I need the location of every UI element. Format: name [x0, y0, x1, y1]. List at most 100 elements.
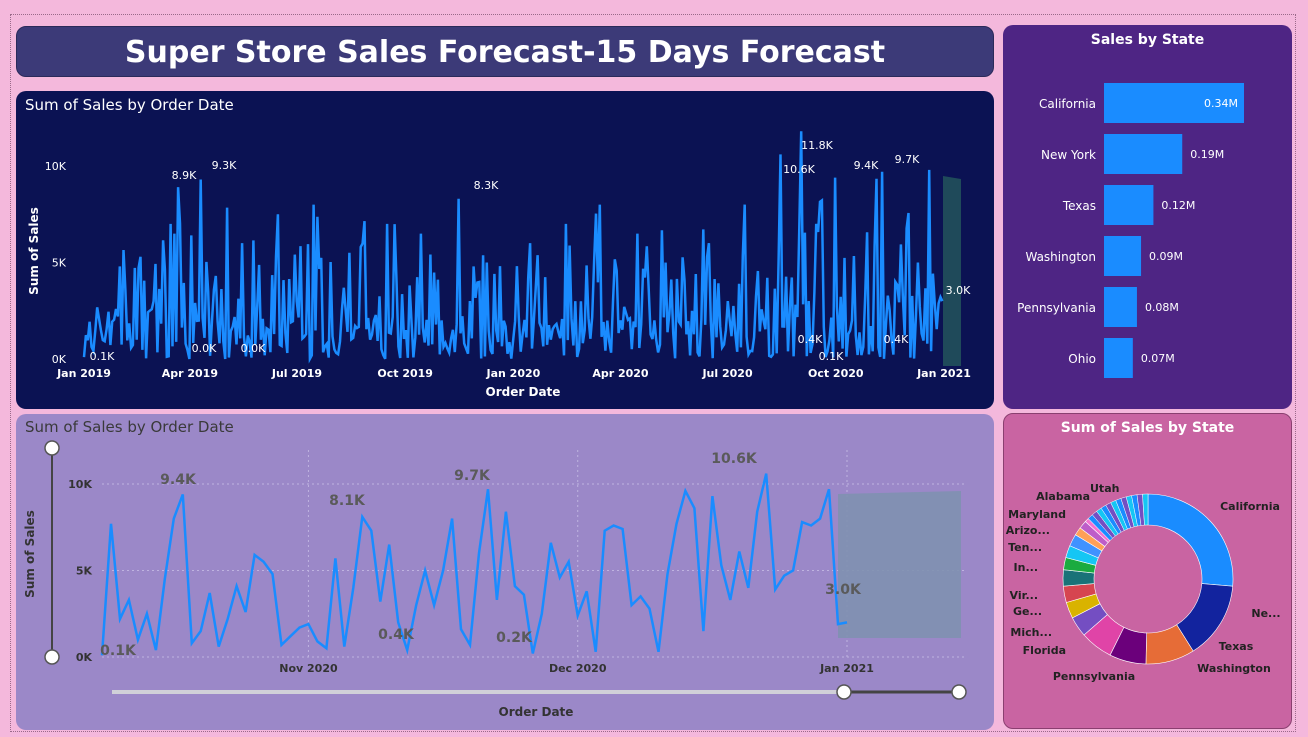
- title-panel: Super Store Sales Forecast-15 Days Forec…: [16, 26, 994, 77]
- bottom-data-label: 0.2K: [496, 630, 533, 646]
- state-bar[interactable]: [1104, 287, 1137, 327]
- top-x-tick: Apr 2020: [592, 367, 649, 380]
- top-chart-svg[interactable]: Sum of Sales Order Date 10K 5K 0K Jan 2019…: [16, 91, 994, 409]
- top-data-label: 3.0K: [946, 284, 971, 297]
- bottom-forecast-band: [838, 491, 961, 638]
- bottom-data-label: 3.0K: [825, 582, 862, 598]
- bottom-data-label: 10.6K: [711, 451, 758, 467]
- donut-label: Vir...: [1010, 589, 1038, 602]
- state-bar-svg[interactable]: California 0.34M New York 0.19M Texas 0.12M Wa…: [1003, 25, 1292, 409]
- state-bar[interactable]: [1104, 185, 1154, 225]
- bottom-x-axis-label: Order Date: [499, 705, 574, 719]
- donut-label: Utah: [1090, 482, 1119, 495]
- bottom-y-axis-label: Sum of Sales: [23, 510, 37, 598]
- top-data-label: 0.0K: [241, 342, 266, 355]
- bottom-y-tick: 5K: [76, 565, 93, 578]
- state-bar-category: California: [1039, 97, 1096, 111]
- bottom-data-label: 0.1K: [100, 643, 137, 659]
- bottom-x-tick: Nov 2020: [279, 662, 338, 675]
- top-forecast-band: [943, 176, 961, 366]
- bottom-data-label: 9.4K: [160, 472, 197, 488]
- bottom-sales-line[interactable]: [100, 473, 848, 656]
- state-bar-category: Pennsylvania: [1017, 301, 1096, 315]
- state-pie-title: Sum of Sales by State: [1060, 420, 1235, 436]
- donut-label: Ne...: [1251, 607, 1280, 620]
- state-bar-title: Sales by State: [1090, 32, 1205, 48]
- top-data-label: 9.7K: [895, 153, 920, 166]
- donut-label: Mich...: [1010, 626, 1052, 639]
- donut-label: California: [1220, 500, 1280, 513]
- state-bar[interactable]: [1104, 236, 1142, 276]
- bottom-data-label: 8.1K: [329, 493, 366, 509]
- top-x-tick: Jan 2020: [486, 367, 541, 380]
- top-data-label: 10.6K: [783, 163, 815, 176]
- top-y-axis-label: Sum of Sales: [27, 207, 41, 295]
- top-chart-title: Sum of Sales by Order Date: [25, 96, 234, 114]
- page-title: Super Store Sales Forecast-15 Days Forec…: [124, 35, 886, 70]
- top-data-label: 0.1K: [90, 350, 115, 363]
- bottom-y-tick: 0K: [76, 651, 93, 664]
- top-data-label: 8.3K: [474, 179, 499, 192]
- top-y-tick: 5K: [52, 257, 67, 270]
- donut-label: Ten...: [1008, 541, 1042, 554]
- state-bar-value: 0.19M: [1190, 148, 1224, 161]
- dashboard-frame: [10, 14, 1296, 732]
- state-bar-value: 0.07M: [1141, 352, 1175, 365]
- bottom-y-tick: 10K: [68, 478, 92, 491]
- state-bar[interactable]: [1104, 338, 1133, 378]
- state-bar-category: Texas: [1062, 199, 1096, 213]
- donut-label: Washington: [1197, 662, 1271, 675]
- sales-by-state-bar-chart[interactable]: Sales by State California 0.34M New York 0.…: [1003, 25, 1292, 409]
- sales-by-date-zoomed-chart[interactable]: Sum of Sales by Order Date Sum of Sales …: [16, 414, 994, 730]
- bottom-x-tick: Dec 2020: [549, 662, 607, 675]
- top-data-label: 0.1K: [819, 350, 844, 363]
- state-bar-value: 0.34M: [1204, 97, 1238, 110]
- bottom-data-label: 0.4K: [378, 627, 415, 643]
- top-data-label: 11.8K: [801, 139, 833, 152]
- top-x-tick: Apr 2019: [162, 367, 218, 380]
- donut-slice[interactable]: [1142, 493, 1149, 526]
- x-range-slider-right-handle[interactable]: [951, 684, 967, 700]
- top-x-axis-label: Order Date: [486, 385, 561, 399]
- top-y-tick: 10K: [45, 160, 67, 173]
- state-bar-category: Ohio: [1068, 352, 1096, 366]
- state-bar[interactable]: [1104, 134, 1183, 174]
- top-sales-line[interactable]: [82, 131, 944, 364]
- top-data-label: 0.4K: [884, 333, 909, 346]
- top-data-label: 9.3K: [212, 159, 237, 172]
- top-x-tick: Jul 2019: [271, 367, 322, 380]
- donut-label: Arizo...: [1006, 524, 1050, 537]
- bottom-chart-svg[interactable]: Sum of Sales 10K 5K 0K Nov 2020 Dec 2020 Jan…: [16, 414, 994, 730]
- top-x-tick: Oct 2020: [808, 367, 864, 380]
- sum-of-sales-by-state-donut[interactable]: Sum of Sales by State Utah Alabama Marylan…: [1003, 413, 1292, 729]
- donut-label: Florida: [1023, 644, 1066, 657]
- bottom-data-label: 9.7K: [454, 468, 491, 484]
- top-x-tick: Jul 2020: [701, 367, 752, 380]
- state-bar-value: 0.08M: [1145, 301, 1179, 314]
- bottom-x-tick: Jan 2021: [819, 662, 874, 675]
- sales-by-date-chart[interactable]: Sum of Sales by Order Date Sum of Sales …: [16, 91, 994, 409]
- top-x-tick: Oct 2019: [377, 367, 433, 380]
- bottom-chart-title: Sum of Sales by Order Date: [25, 418, 234, 436]
- donut-label: Pennsylvania: [1053, 670, 1135, 683]
- y-range-slider-bottom-handle[interactable]: [44, 649, 60, 665]
- top-data-label: 9.4K: [854, 159, 879, 172]
- state-bar-category: Washington: [1025, 250, 1096, 264]
- state-bar-value: 0.09M: [1149, 250, 1183, 263]
- y-range-slider-top-handle[interactable]: [44, 440, 60, 456]
- top-x-tick: Jan 2021: [916, 367, 971, 380]
- top-data-label: 0.0K: [192, 342, 217, 355]
- state-bar-value: 0.12M: [1161, 199, 1195, 212]
- donut-label: Maryland: [1008, 508, 1066, 521]
- top-y-tick: 0K: [52, 353, 67, 366]
- state-bar-category: New York: [1041, 148, 1096, 162]
- donut-label: Ge...: [1013, 605, 1042, 618]
- state-bar[interactable]: [1104, 83, 1244, 123]
- top-x-tick: Jan 2019: [56, 367, 111, 380]
- top-data-label: 0.4K: [798, 333, 823, 346]
- donut-label: Texas: [1219, 640, 1254, 653]
- donut-label: In...: [1014, 561, 1038, 574]
- x-range-slider-left-handle[interactable]: [836, 684, 852, 700]
- donut-label: Alabama: [1036, 490, 1090, 503]
